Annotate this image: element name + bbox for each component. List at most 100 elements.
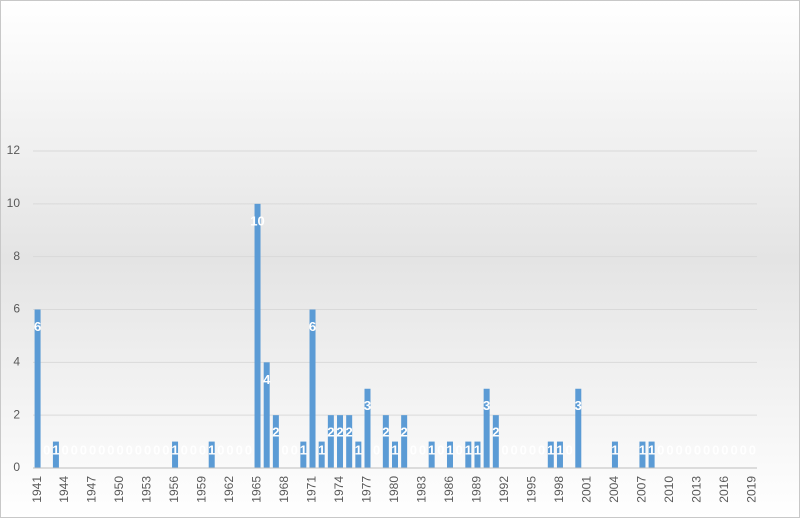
y-tick-label: 0 (13, 460, 20, 474)
data-label: 0 (419, 442, 426, 457)
data-label: 0 (245, 442, 252, 457)
data-label: 0 (721, 442, 728, 457)
data-label: 1 (474, 442, 481, 457)
bar (309, 309, 316, 468)
data-label: 6 (309, 319, 316, 334)
data-label: 0 (43, 442, 50, 457)
data-label: 0 (217, 442, 224, 457)
y-tick-label: 8 (13, 249, 20, 263)
bar (575, 388, 582, 468)
data-label: 0 (456, 442, 463, 457)
x-tick-label: 1956 (167, 476, 181, 503)
bar (648, 441, 655, 468)
bar (172, 441, 179, 468)
data-label: 1 (446, 442, 453, 457)
bar (52, 441, 59, 468)
data-label: 0 (89, 442, 96, 457)
bar (208, 441, 215, 468)
bar (547, 441, 554, 468)
data-label: 0 (181, 442, 188, 457)
bar (474, 441, 481, 468)
x-tick-label: 1962 (222, 476, 236, 503)
x-tick-label: 1974 (332, 476, 346, 503)
x-tick-label: 1977 (360, 476, 374, 503)
data-label: 2 (401, 425, 408, 440)
x-tick-label: 1971 (305, 476, 319, 503)
data-label: 0 (437, 442, 444, 457)
x-tick-label: 2013 (690, 476, 704, 503)
x-tick-label: 2001 (580, 476, 594, 503)
data-label: 3 (364, 398, 371, 413)
data-label: 0 (291, 442, 298, 457)
data-label: 0 (126, 442, 133, 457)
bar (428, 441, 435, 468)
bar (611, 441, 618, 468)
x-tick-label: 1953 (140, 476, 154, 503)
bar (392, 441, 398, 468)
data-label: 2 (327, 425, 334, 440)
data-label: 0 (199, 442, 206, 457)
data-label: 0 (520, 442, 527, 457)
data-label: 0 (740, 442, 747, 457)
x-tick-label: 1944 (57, 476, 71, 503)
data-label: 2 (346, 425, 353, 440)
y-tick-label: 4 (13, 355, 20, 369)
data-label: 0 (135, 442, 142, 457)
bar (337, 415, 344, 468)
y-tick-label: 12 (7, 143, 21, 157)
data-label: 2 (336, 425, 343, 440)
data-label: 0 (80, 442, 87, 457)
x-tick-label: 1983 (415, 476, 429, 503)
data-label: 0 (144, 442, 151, 457)
data-label: 2 (382, 425, 389, 440)
data-label: 0 (666, 442, 673, 457)
x-tick-label: 1959 (195, 476, 209, 503)
data-label: 1 (648, 442, 655, 457)
data-label: 0 (190, 442, 197, 457)
data-label: 2 (492, 425, 499, 440)
x-tick-label: 1989 (470, 476, 484, 503)
data-label: 0 (703, 442, 710, 457)
x-tick-label: 1947 (85, 476, 99, 503)
data-label: 1 (318, 442, 325, 457)
data-label: 1 (639, 442, 646, 457)
data-label: 4 (263, 372, 271, 387)
bar (465, 441, 472, 468)
data-label: 0 (410, 442, 417, 457)
x-tick-label: 1998 (552, 476, 566, 503)
bar (382, 415, 389, 468)
bar (318, 441, 325, 468)
bar (483, 388, 490, 468)
data-label: 10 (250, 213, 264, 228)
y-tick-label: 2 (13, 407, 20, 421)
bar (263, 362, 270, 468)
bar (492, 415, 499, 468)
data-label: 0 (730, 442, 737, 457)
data-label: 0 (511, 442, 518, 457)
x-tick-label: 1992 (497, 476, 511, 503)
data-label: 1 (428, 442, 435, 457)
data-label: 0 (712, 442, 719, 457)
data-label: 0 (71, 442, 78, 457)
data-label: 0 (694, 442, 701, 457)
bar (254, 203, 261, 469)
bar (300, 441, 307, 468)
bar (272, 415, 279, 468)
data-label: 6 (34, 319, 41, 334)
data-label: 1 (355, 442, 362, 457)
x-tick-label: 2019 (745, 476, 759, 503)
bar (446, 441, 453, 468)
data-label: 0 (98, 442, 105, 457)
data-label: 0 (501, 442, 508, 457)
data-label: 1 (171, 442, 178, 457)
data-label: 3 (483, 398, 490, 413)
data-label: 0 (61, 442, 68, 457)
y-tick-label: 10 (7, 196, 21, 210)
x-tick-label: 1995 (525, 476, 539, 503)
data-label: 1 (300, 442, 307, 457)
x-tick-label: 1980 (387, 476, 401, 503)
data-label: 1 (611, 442, 618, 457)
x-tick-label: 2007 (635, 476, 649, 503)
